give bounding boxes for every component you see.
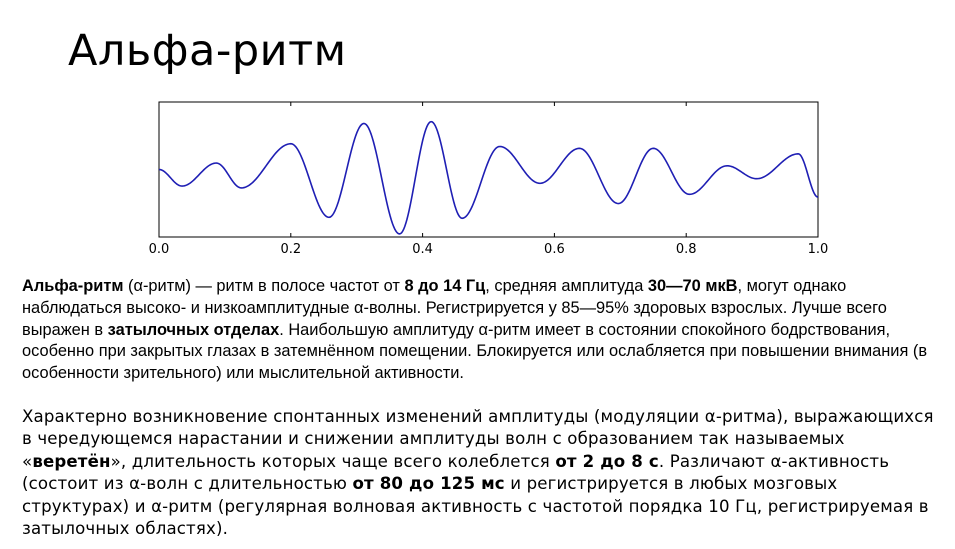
spindle-duration: от 2 до 8 с <box>555 451 659 471</box>
term-alpha-rhythm: Альфа-ритм <box>22 277 124 295</box>
alpha-wave-chart: 0.0 0.2 0.4 0.6 0.8 1.0 <box>149 101 829 257</box>
x-axis-ticks: 0.0 0.2 0.4 0.6 0.8 1.0 <box>149 102 829 257</box>
x-tick-label: 1.0 <box>808 242 829 257</box>
text-run: , средняя амплитуда <box>485 277 648 295</box>
text-run: (α-ритм) — ритм в полосе частот от <box>123 277 405 295</box>
x-tick-label: 0.0 <box>149 242 170 257</box>
occipital-regions: затылочных отделах <box>107 320 280 339</box>
text-run: . Различают α-активность (состоит из α-в… <box>22 451 890 494</box>
x-tick-label: 0.8 <box>676 242 697 257</box>
x-tick-label: 0.4 <box>412 242 433 257</box>
x-tick-label: 0.2 <box>280 242 301 257</box>
term-spindles: веретён <box>32 451 111 471</box>
text-run: Характерно возникновение спонтанных изме… <box>22 407 934 471</box>
description-paragraph-2: Характерно возникновение спонтанных изме… <box>22 406 947 540</box>
frequency-range: 8 до 14 Гц <box>404 277 486 295</box>
wave-duration: от 80 до 125 мс <box>352 474 505 494</box>
text-run: . Наибольшую амплитуду α-ритм имеет в со… <box>22 320 928 383</box>
text-run: и регистрируется в любых мозговых структ… <box>22 474 929 539</box>
x-tick-label: 0.6 <box>544 242 565 257</box>
text-run: , могут однако наблюдаться высоко- и низ… <box>22 277 887 339</box>
slide-title: Альфа-ритм <box>68 26 347 76</box>
amplitude-range: 30—70 мкВ <box>647 277 738 295</box>
series-line <box>158 120 819 235</box>
text-run: », длительность которых чаще всего колеб… <box>110 451 556 471</box>
description-paragraph-1: Альфа-ритм (α-ритм) — ритм в полосе част… <box>22 276 937 385</box>
